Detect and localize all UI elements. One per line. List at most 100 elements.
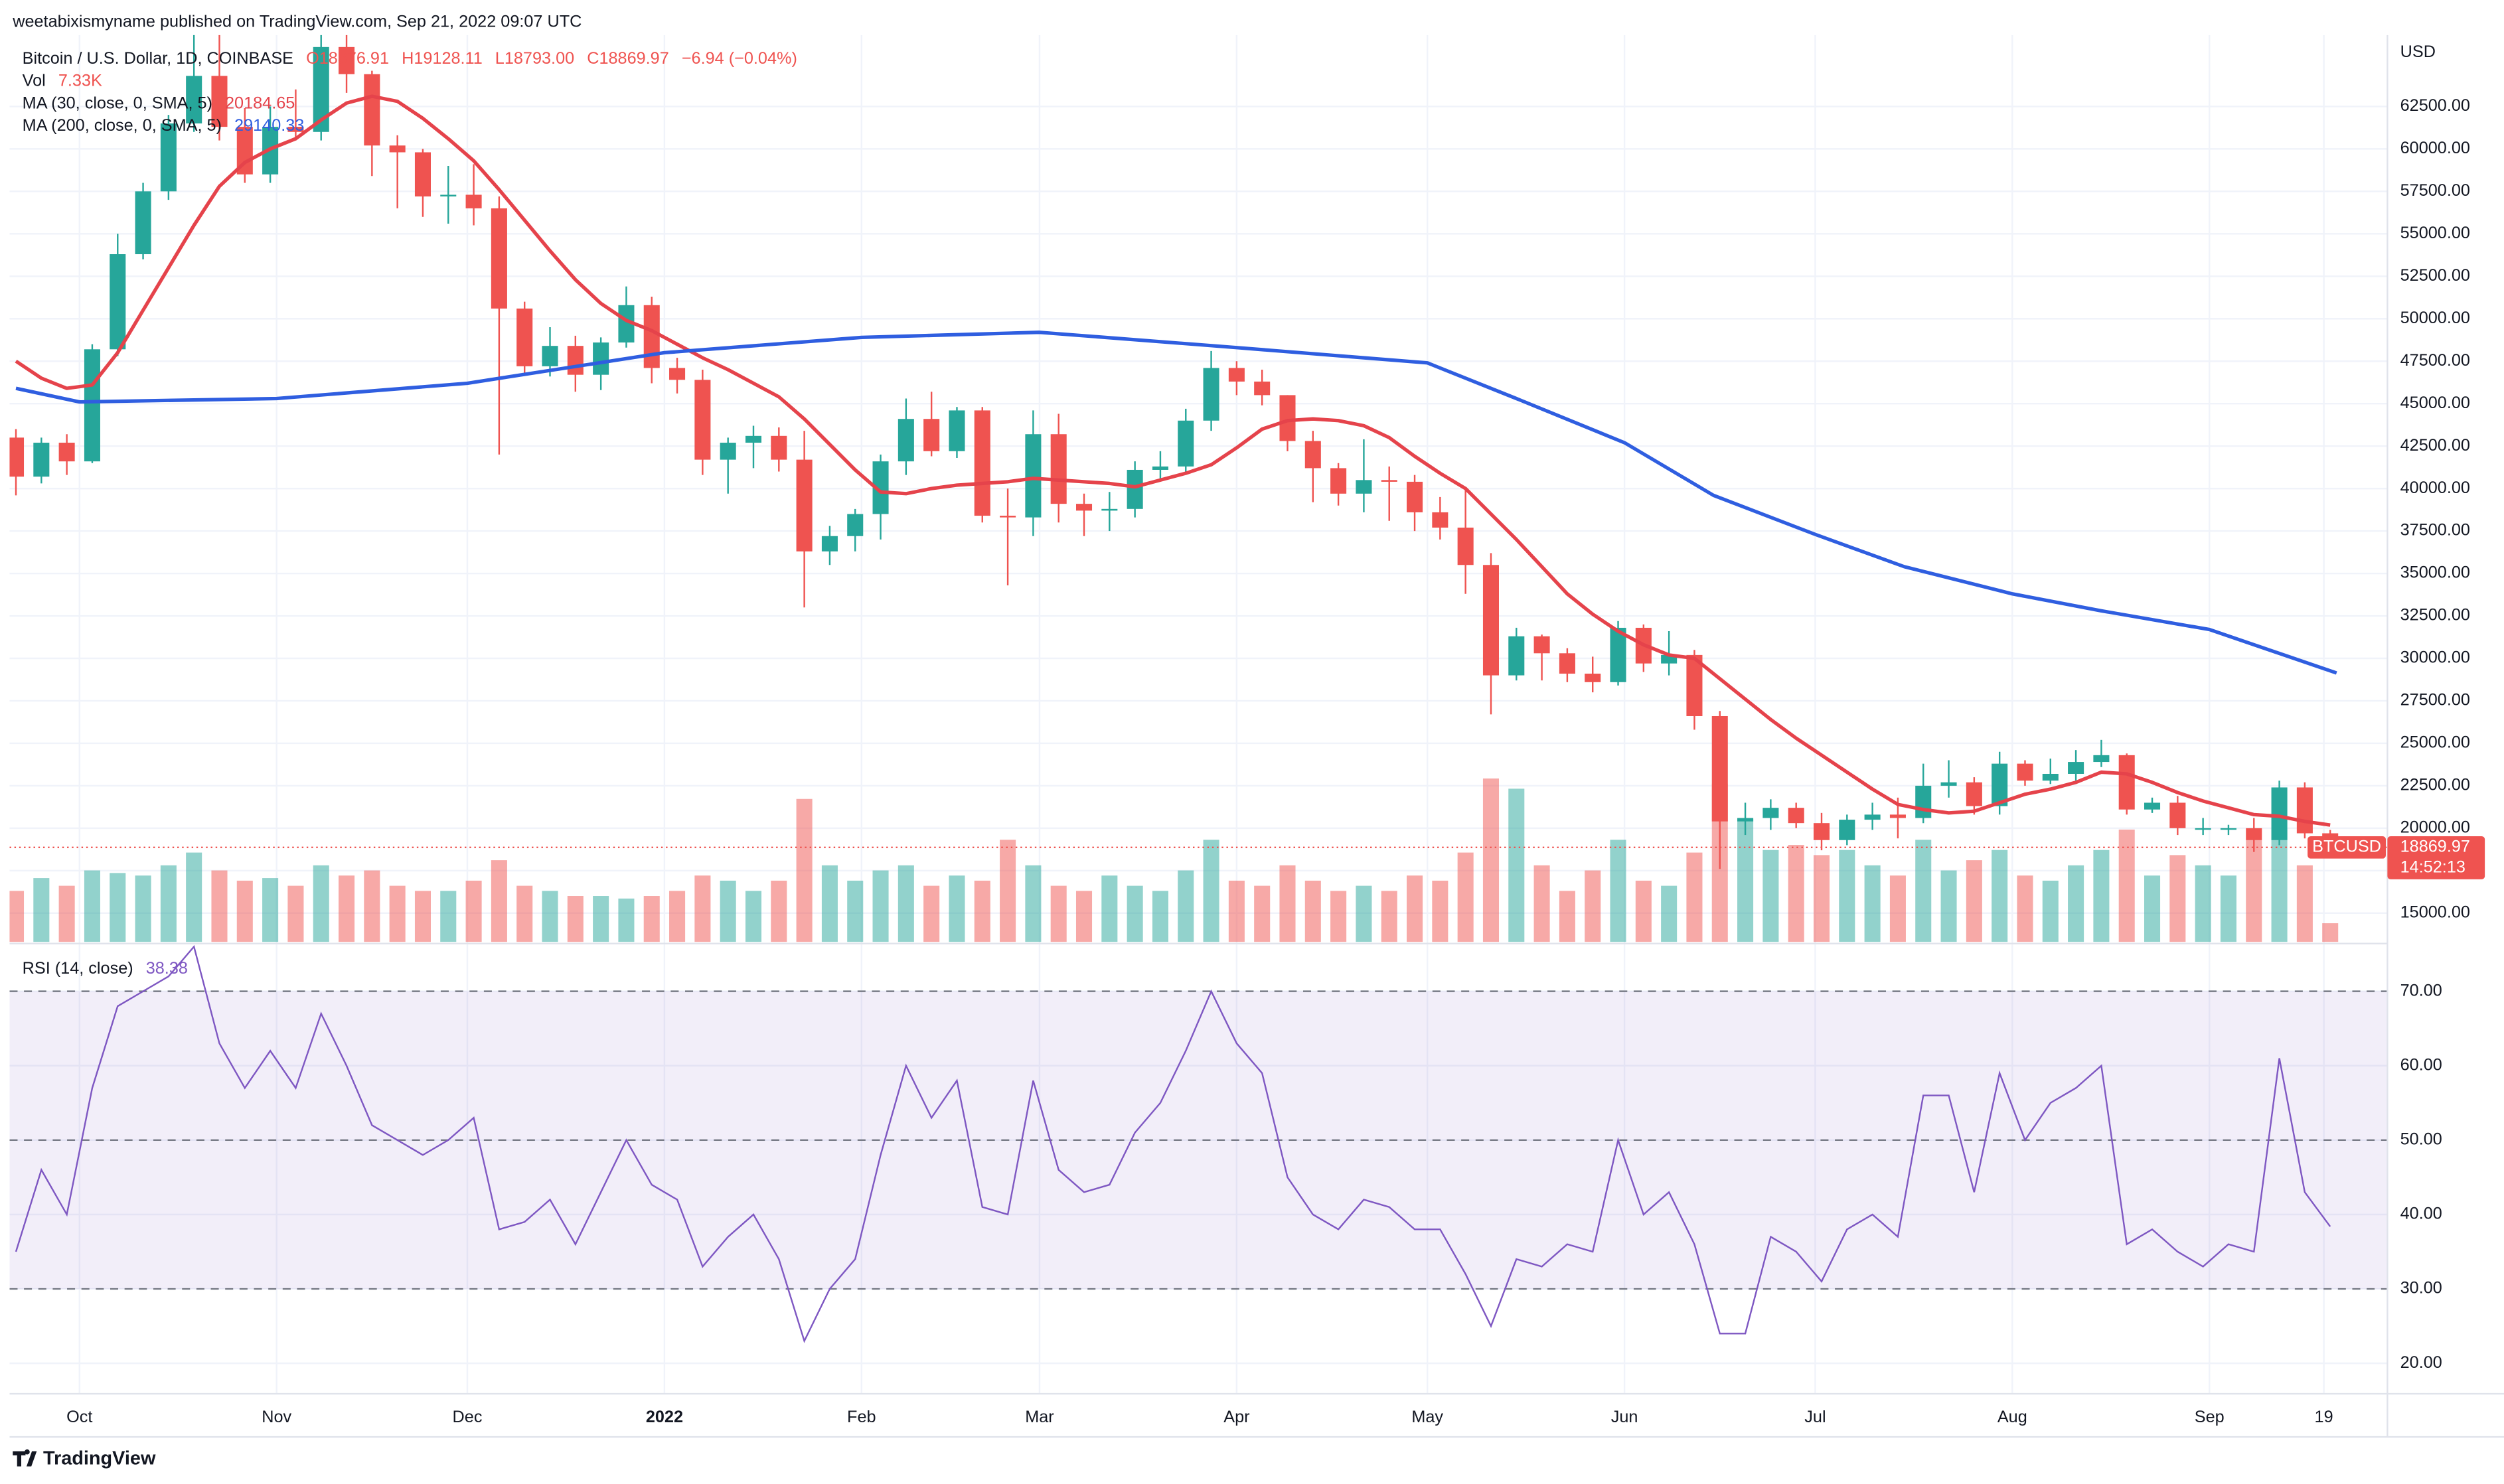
candle-body (1127, 469, 1143, 509)
x-tick-label: Jun (1611, 1408, 1638, 1426)
axis-layer: Oct Nov Dec 2022 Feb Mar Apr May Jun Jul Aug Sep 19 1… (66, 96, 2485, 1426)
volume-bar (1457, 852, 1474, 942)
candle-body (1610, 627, 1626, 682)
x-tick-label: May (1411, 1408, 1443, 1426)
volume-bar (1254, 885, 1271, 942)
volume-bar (389, 885, 406, 942)
volume-bar (1737, 819, 1754, 942)
candle-body (1585, 674, 1601, 682)
volume-bar (491, 860, 507, 942)
candle-body (2271, 787, 2288, 840)
volume-bar (618, 898, 635, 942)
candle-body (2042, 773, 2059, 781)
legend-high: H19128.11 (402, 49, 483, 68)
volume-bar (1762, 850, 1779, 942)
volume-bar (414, 891, 431, 942)
rsi-tick-label: 20.00 (2400, 1353, 2442, 1372)
volume-bar (287, 885, 304, 942)
volume-bar (186, 852, 202, 942)
volume-bar (1992, 850, 2008, 942)
candle-body (2296, 787, 2313, 834)
candle-body (1025, 434, 1042, 518)
volume-bar (2195, 865, 2211, 942)
ma-line (15, 331, 2337, 675)
rsi-pane (9, 945, 2388, 1343)
candle-body (1889, 814, 1906, 818)
x-tick-label: Dec (453, 1408, 483, 1426)
legend-ma30-line: MA (30, close, 0, SMA, 5) 20184.65 (23, 94, 295, 112)
volume-bar (2093, 850, 2110, 942)
y-tick-label: 25000.00 (2400, 733, 2470, 752)
candle-body (33, 443, 50, 477)
volume-bar (1432, 880, 1448, 942)
volume-bar (669, 891, 686, 942)
legend-symbol-line: Bitcoin / U.S. Dollar, 1D, COINBASE O188… (23, 49, 797, 68)
rsi-tick-label: 40.00 (2400, 1205, 2442, 1223)
candle-body (389, 145, 406, 153)
legend-symbol: Bitcoin / U.S. Dollar, 1D, COINBASE (23, 49, 293, 68)
candle-body (2118, 755, 2135, 810)
y-tick-label: 62500.00 (2400, 96, 2470, 115)
volume-bar (1788, 845, 1804, 942)
volume-layer (9, 778, 2339, 942)
candle-body (1992, 763, 2008, 806)
candle-body (1508, 636, 1525, 676)
x-tick-label: Mar (1025, 1408, 1054, 1426)
logo-icon (13, 1449, 37, 1467)
rsi-band (9, 991, 2388, 1290)
candle-body (211, 76, 228, 127)
volume-bar (262, 878, 279, 942)
candle-body (771, 435, 787, 460)
y-tick-label: 60000.00 (2400, 139, 2470, 157)
volume-bar (1304, 880, 1321, 942)
candle-body (1762, 808, 1779, 818)
volume-bar (84, 870, 100, 942)
y-tick-label: 50000.00 (2400, 309, 2470, 327)
volume-bar (2169, 855, 2186, 942)
volume-bar (364, 870, 380, 942)
candle-body (2144, 802, 2161, 810)
y-tick-label: 20000.00 (2400, 818, 2470, 837)
candle-body (2220, 828, 2236, 830)
candle-body (949, 410, 965, 451)
candle-body (1482, 565, 1500, 676)
y-tick-label: 45000.00 (2400, 394, 2470, 412)
volume-bar (1101, 875, 1118, 942)
candle-body (821, 536, 838, 552)
volume-bar (33, 878, 50, 942)
y-tick-label: 57500.00 (2400, 181, 2470, 200)
legend-rsi-name: RSI (14, close) (23, 959, 133, 978)
volume-bar (440, 891, 457, 942)
volume-bar (2322, 923, 2339, 942)
rsi-line (15, 945, 2331, 1343)
legend-open: O18876.91 (306, 49, 389, 68)
candle-body (339, 46, 355, 74)
candle-body (745, 435, 762, 443)
volume-bar (847, 880, 864, 942)
x-tick-label: Jul (1804, 1408, 1826, 1426)
candle-body (898, 419, 914, 462)
candle-body (1356, 480, 1372, 494)
candle-body (1254, 381, 1271, 396)
candle-body (567, 346, 584, 375)
volume-bar (160, 865, 177, 942)
volume-bar (2144, 875, 2161, 942)
volume-bar (1407, 875, 1423, 942)
volume-bar (745, 891, 762, 942)
volume-bar (1686, 852, 1703, 942)
volume-bar (465, 880, 482, 942)
legend-low: L18793.00 (495, 49, 574, 68)
candle-body (135, 191, 151, 255)
legend-ma200-line: MA (200, close, 0, SMA, 5) 29140.33 (23, 116, 305, 135)
x-tick-label: Apr (1223, 1408, 1249, 1426)
volume-bar (1839, 850, 1855, 942)
y-tick-label: 32500.00 (2400, 606, 2470, 625)
rsi-tick-label: 70.00 (2400, 981, 2442, 1000)
candle-body (720, 443, 736, 460)
candle-body (287, 127, 304, 132)
x-tick-label: 2022 (646, 1408, 683, 1426)
y-tick-label: 15000.00 (2400, 903, 2470, 921)
volume-bar (1559, 891, 1575, 942)
candle-body (1178, 420, 1194, 467)
candle-body (1407, 481, 1423, 512)
